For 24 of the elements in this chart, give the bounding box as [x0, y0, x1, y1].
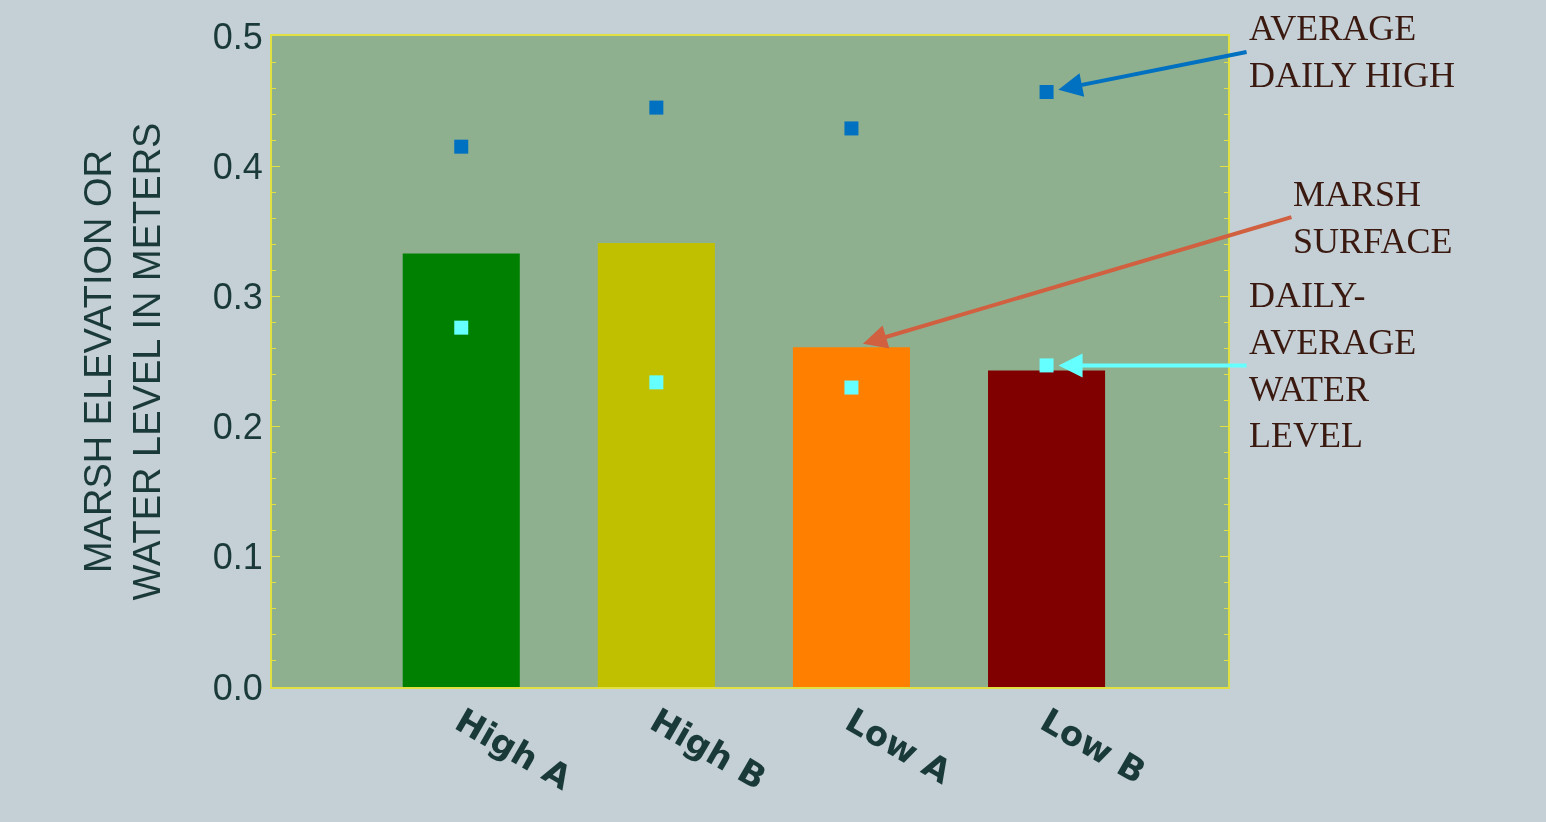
y-axis-title: MARSH ELEVATION OR WATER LEVEL IN METERS [77, 122, 169, 601]
point [649, 100, 664, 115]
point [1039, 84, 1054, 99]
point [454, 320, 469, 335]
annotation: DAILY- AVERAGE WATER LEVEL [1249, 275, 1417, 456]
y-tick-label: 0.3 [212, 276, 263, 317]
bar [402, 253, 520, 687]
y-tick-label: 0.4 [212, 145, 263, 187]
y-tick-label: 0.5 [212, 15, 263, 57]
annotation: MARSH SURFACE [1293, 174, 1453, 261]
y-tick-label: 0.0 [212, 666, 263, 708]
bar [792, 347, 910, 687]
point [844, 121, 859, 136]
bar [597, 243, 715, 687]
point [844, 380, 859, 395]
x-tick-label: Low B [1034, 699, 1153, 792]
point [454, 139, 469, 154]
point [649, 375, 664, 390]
point [1039, 358, 1054, 373]
annotation: AVERAGE DAILY HIGH [1249, 8, 1456, 95]
bar [988, 370, 1106, 687]
x-tick-label: Low A [838, 699, 959, 793]
y-tick-label: 0.2 [212, 406, 263, 448]
y-tick-label: 0.1 [212, 536, 263, 578]
